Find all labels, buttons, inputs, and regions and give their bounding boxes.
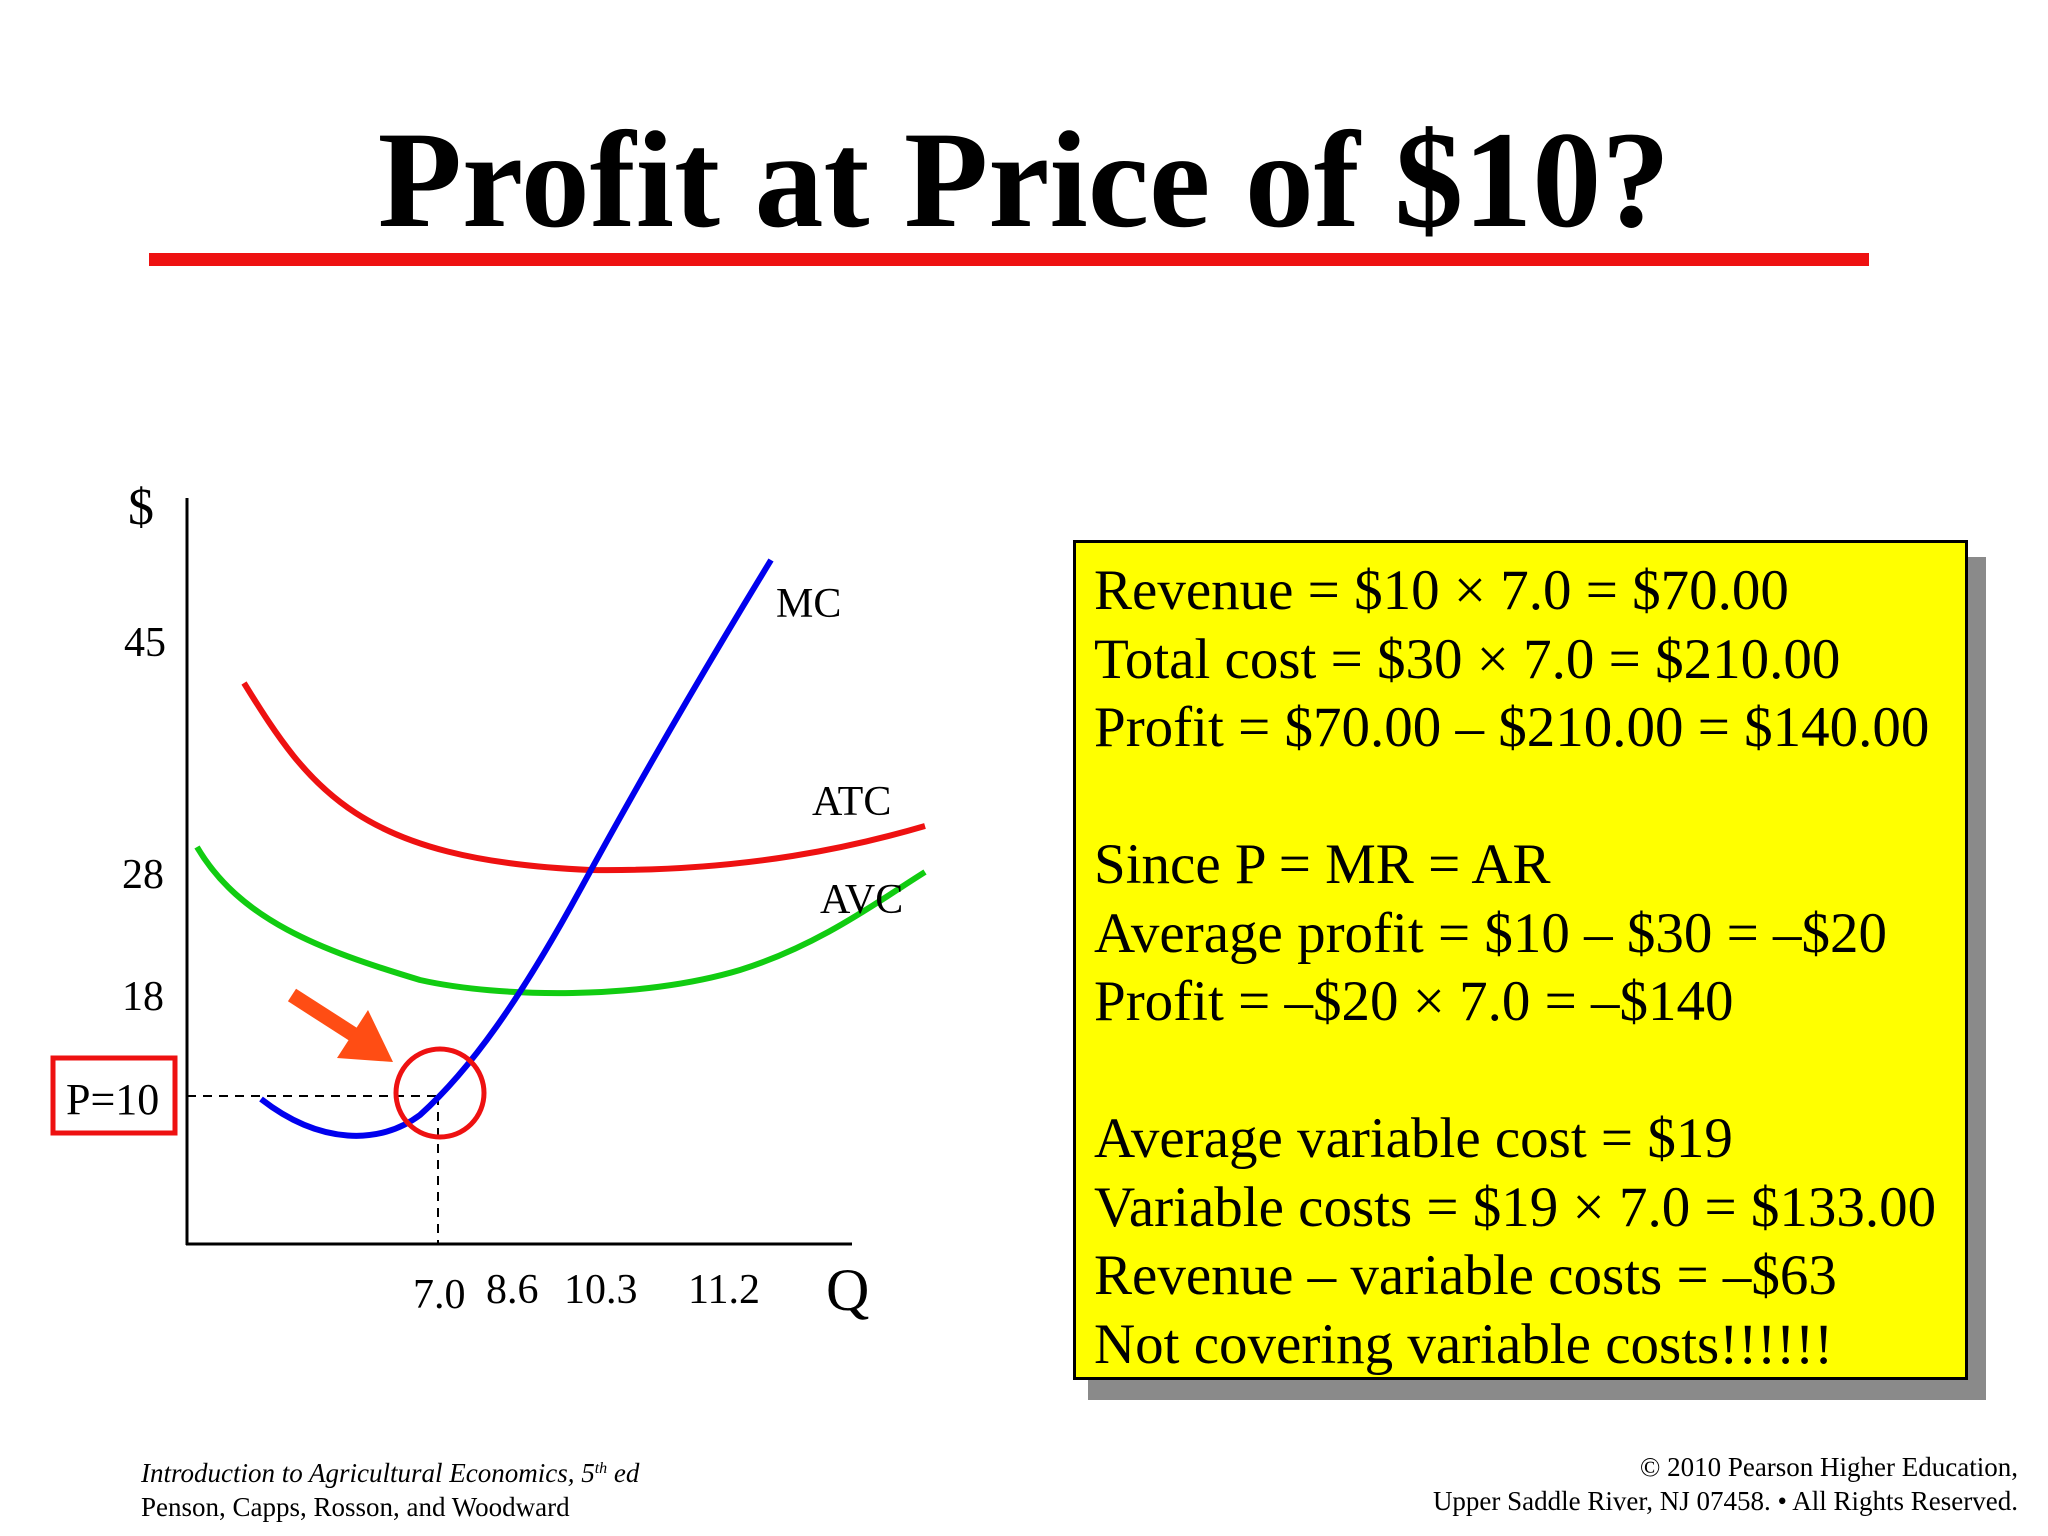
x-tick-label: 11.2 bbox=[688, 1267, 760, 1313]
calc-line-blank bbox=[1094, 1037, 1965, 1106]
book-authors: Penson, Capps, Rosson, and Woodward bbox=[141, 1492, 570, 1522]
pointer-arrow-icon bbox=[287, 988, 393, 1062]
calc-line: Average variable cost = $19 bbox=[1094, 1107, 1733, 1170]
calc-line: Profit = $70.00 – $210.00 = $140.00 bbox=[1094, 696, 1930, 759]
copyright-line-1: © 2010 Pearson Higher Education, bbox=[1639, 1452, 2018, 1482]
calc-line: Total cost = $30 × 7.0 = $210.00 bbox=[1094, 627, 1841, 691]
avc-curve bbox=[194, 845, 927, 997]
y-tick-label: 18 bbox=[122, 974, 164, 1020]
slide-title: Profit at Price of $10? bbox=[377, 103, 1671, 256]
edition-superscript: th bbox=[594, 1460, 608, 1477]
mc-curve bbox=[259, 558, 774, 1139]
price-label-box bbox=[50, 1055, 178, 1136]
x-tick-label: 8.6 bbox=[486, 1267, 539, 1313]
edition-suffix: ed bbox=[607, 1458, 640, 1488]
y-tick-label: 45 bbox=[124, 620, 166, 666]
calc-line: Average profit = $10 – $30 = –$20 bbox=[1094, 901, 1887, 965]
intersection-highlight-circle bbox=[393, 1046, 487, 1140]
copyright-line-2: Upper Saddle River, NJ 07458. • All Righ… bbox=[1432, 1486, 2018, 1516]
x-tick-label: 10.3 bbox=[564, 1267, 638, 1313]
title-underline bbox=[149, 253, 1869, 266]
calc-line: Revenue – variable costs = –$63 bbox=[1094, 1244, 1837, 1307]
book-title: Introduction to Agricultural Economics, … bbox=[141, 1452, 639, 1490]
y-axis-label: $ bbox=[128, 479, 154, 536]
atc-curve bbox=[241, 681, 926, 874]
calculation-box: Revenue = $10 × 7.0 = $70.00 Total cost … bbox=[1073, 540, 1968, 1380]
calc-line: Not covering variable costs!!!!!! bbox=[1094, 1312, 1834, 1376]
curve-label-atc: ATC bbox=[812, 779, 891, 825]
calc-line-blank bbox=[1094, 763, 1965, 832]
y-tick-label: 28 bbox=[122, 852, 164, 898]
curve-label-mc: MC bbox=[776, 581, 841, 627]
calc-line: Revenue = $10 × 7.0 = $70.00 bbox=[1094, 559, 1789, 622]
calc-line: Profit = –$20 × 7.0 = –$140 bbox=[1094, 970, 1734, 1033]
x-axis-label: Q bbox=[826, 1257, 869, 1323]
x-tick-label: 7.0 bbox=[413, 1272, 466, 1318]
footer-citation: Introduction to Agricultural Economics, … bbox=[141, 1452, 639, 1524]
calc-line: Since P = MR = AR bbox=[1094, 833, 1551, 896]
curve-label-avc: AVC bbox=[820, 877, 903, 923]
price-label: P=10 bbox=[66, 1075, 159, 1124]
calc-line: Variable costs = $19 × 7.0 = $133.00 bbox=[1094, 1175, 1937, 1239]
book-title-text: Introduction to Agricultural Economics, … bbox=[141, 1458, 595, 1488]
footer-copyright: © 2010 Pearson Higher Education, Upper S… bbox=[1433, 1450, 2018, 1518]
